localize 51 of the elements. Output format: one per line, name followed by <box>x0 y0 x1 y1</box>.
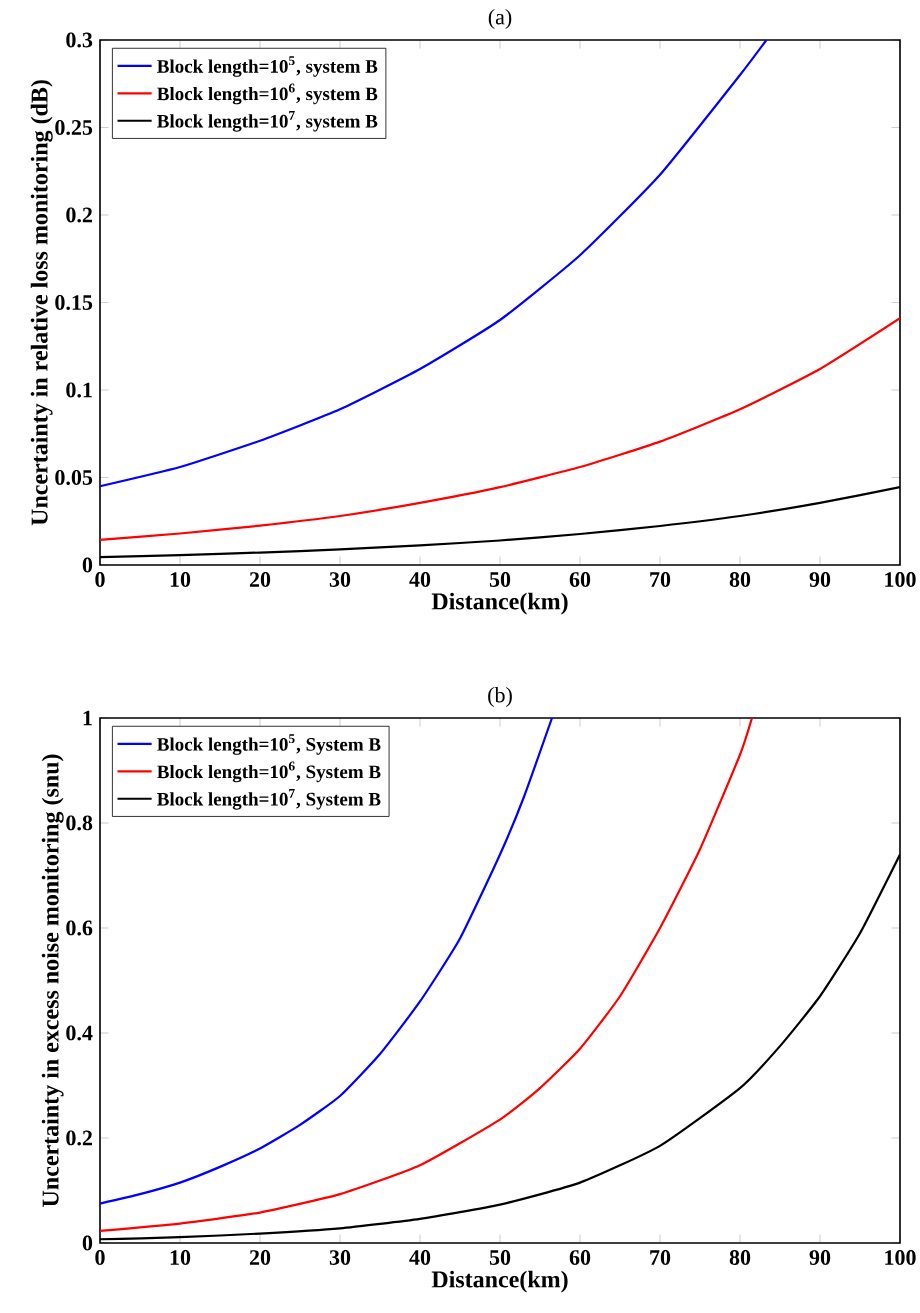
legend-label: Block length=10$^{6}$, system B <box>157 83 378 105</box>
legend-label: Block length=10$^{6}$, System B <box>157 761 381 783</box>
chart-title: (b) <box>488 687 512 707</box>
x-tick-label: 100 <box>885 1250 916 1265</box>
y-tick-label: 0.2 <box>66 1130 92 1146</box>
x-tick-label: 90 <box>809 572 831 587</box>
chart-title: (a) <box>488 9 512 29</box>
x-tick-label: 90 <box>809 1250 831 1265</box>
line-series <box>100 718 754 1233</box>
line-series <box>100 40 768 488</box>
y-axis-title: Uncertainty in excess noise monitoring (snu) <box>41 754 64 1207</box>
x-tick-label: 100 <box>885 572 916 587</box>
x-tick-label: 20 <box>249 572 271 587</box>
y-tick-label: 0.6 <box>66 920 93 936</box>
y-tick-label: 0.25 <box>55 120 93 135</box>
x-tick-label: 10 <box>170 1250 191 1265</box>
x-tick-label: 50 <box>489 572 511 587</box>
y-tick-label: 0.2 <box>66 207 92 223</box>
x-tick-label: 60 <box>569 572 591 587</box>
x-tick-label: 80 <box>729 1250 751 1265</box>
x-tick-label: 50 <box>489 1250 511 1265</box>
line-series <box>100 317 900 542</box>
y-tick-label: 1 <box>83 710 92 726</box>
x-tick-label: 40 <box>409 1250 431 1265</box>
legend-label: Block length=10$^{7}$, system B <box>157 111 378 132</box>
legend-label: Block length=10$^{5}$, system B <box>157 56 378 77</box>
y-tick-label: 0 <box>82 1235 93 1251</box>
x-tick-label: 20 <box>249 1250 271 1265</box>
x-tick-label: 40 <box>409 572 431 587</box>
x-tick-label: 0 <box>95 1250 105 1265</box>
y-tick-label: 0.3 <box>66 32 93 48</box>
x-tick-label: 30 <box>329 1250 351 1265</box>
x-axis-title: Distance(km) <box>431 592 568 615</box>
y-tick-label: 0.15 <box>55 295 93 310</box>
legend-label: Block length=10$^{7}$, System B <box>157 789 381 810</box>
legend-label: Block length=10$^{5}$, System B <box>157 734 381 755</box>
x-tick-label: 70 <box>650 572 671 587</box>
y-tick-label: 0.05 <box>55 470 93 485</box>
line-series <box>100 718 554 1205</box>
x-tick-label: 80 <box>729 572 751 587</box>
y-axis-title: Uncertainty in relative loss monitoring (dB) <box>30 80 53 526</box>
x-axis-title: Distance(km) <box>431 1270 568 1293</box>
x-tick-label: 60 <box>569 1250 591 1265</box>
x-tick-label: 70 <box>650 1250 671 1265</box>
y-tick-label: 0.1 <box>66 382 92 398</box>
x-tick-label: 10 <box>170 572 191 587</box>
y-tick-label: 0.4 <box>66 1025 93 1041</box>
y-tick-label: 0 <box>82 557 93 573</box>
x-tick-label: 0 <box>95 572 105 587</box>
y-tick-label: 0.8 <box>66 815 93 831</box>
x-tick-label: 30 <box>329 572 351 587</box>
